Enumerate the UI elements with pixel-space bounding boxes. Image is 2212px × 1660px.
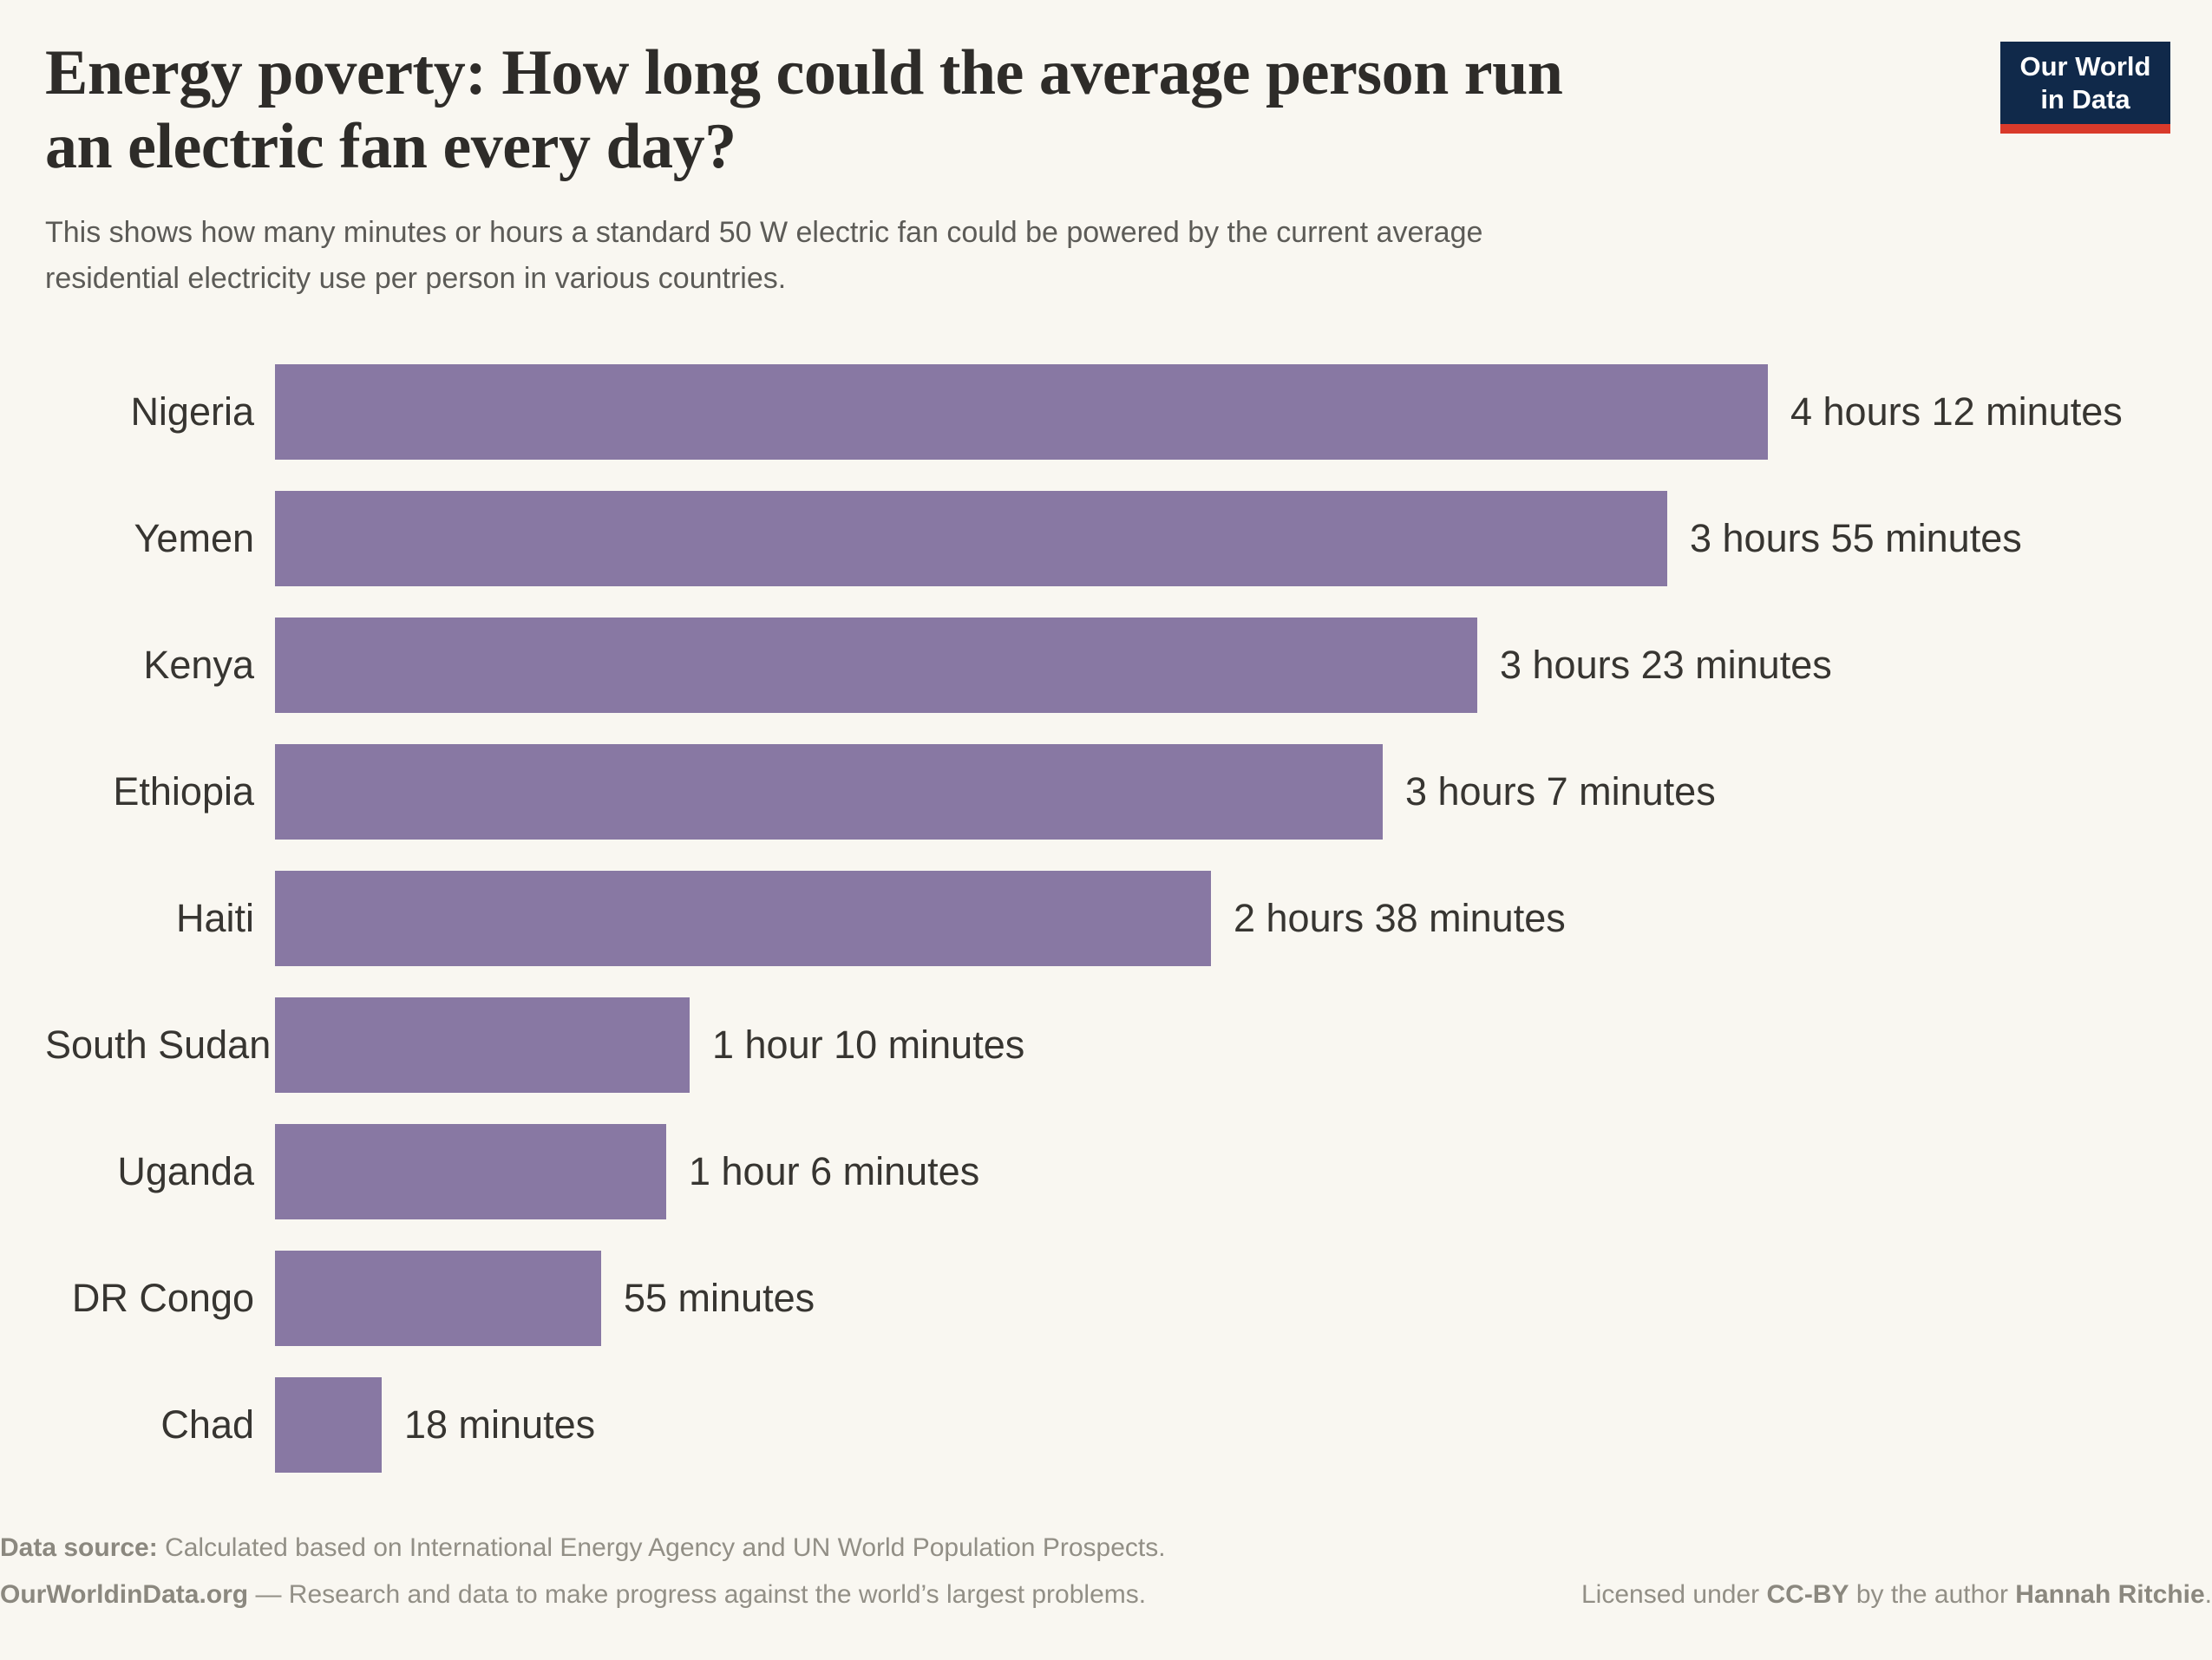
country-label: Nigeria — [130, 389, 254, 434]
footer-datasource: Data source: Calculated based on Interna… — [0, 1533, 2212, 1563]
footer-license-prefix: Licensed under — [1580, 1580, 1767, 1609]
bar — [275, 871, 1211, 966]
bar-track: 1 hour 10 minutes — [275, 997, 2177, 1093]
country-label: DR Congo — [71, 1276, 254, 1320]
owid-logo-line2: in Data — [2040, 83, 2130, 114]
bar — [275, 1124, 666, 1219]
bar — [275, 618, 1477, 713]
value-label: 3 hours 23 minutes — [1500, 643, 1832, 687]
bar-track: 55 minutes — [275, 1251, 2177, 1346]
bar-row: Yemen 3 hours 55 minutes — [45, 491, 2177, 586]
chart-subtitle-line1: This shows how many minutes or hours a s… — [45, 216, 1483, 250]
chart-header: Energy poverty: How long could the avera… — [45, 36, 2170, 302]
country-label: South Sudan — [45, 1023, 272, 1067]
bar-track: 3 hours 55 minutes — [275, 491, 2177, 586]
owid-logo-line1: Our World — [2019, 50, 2151, 82]
footer-bottom-row: OurWorldinData.org — Research and data t… — [0, 1580, 2212, 1610]
country-label: Ethiopia — [113, 769, 254, 814]
value-label: 3 hours 7 minutes — [1405, 769, 1716, 814]
country-label: Haiti — [175, 896, 254, 940]
owid-logo: Our World in Data — [2000, 42, 2170, 134]
bar-row: DR Congo 55 minutes — [45, 1251, 2177, 1346]
bar-row: Uganda 1 hour 6 minutes — [45, 1124, 2177, 1219]
chart-title-line2: an electric fan every day? — [45, 111, 736, 183]
footer-license-line: Licensed under CC-BY by the author Hanna… — [1581, 1580, 2212, 1610]
bar — [275, 364, 1768, 460]
value-label: 2 hours 38 minutes — [1234, 896, 1566, 940]
footer-license-author: Hannah Ritchie — [2015, 1580, 2205, 1609]
bar-row: Nigeria 4 hours 12 minutes — [45, 364, 2177, 460]
value-label: 55 minutes — [624, 1276, 815, 1320]
footer-license-mid: by the author — [1849, 1580, 2016, 1609]
bar-rows: Nigeria 4 hours 12 minutes Yemen 3 hours… — [45, 364, 2177, 1473]
bar — [275, 744, 1383, 840]
footer-site-tagline: — Research and data to make progress aga… — [248, 1580, 1147, 1609]
bar-track: 1 hour 6 minutes — [275, 1124, 2177, 1219]
value-label: 18 minutes — [404, 1402, 596, 1447]
country-label: Kenya — [143, 643, 254, 687]
footer-datasource-label: Data source: — [0, 1533, 158, 1562]
value-label: 3 hours 55 minutes — [1690, 516, 2022, 560]
bar — [275, 491, 1667, 586]
bar-track: 3 hours 23 minutes — [275, 618, 2177, 713]
bar-track: 18 minutes — [275, 1377, 2177, 1473]
bar-row: Haiti 2 hours 38 minutes — [45, 871, 2177, 966]
country-label: Yemen — [134, 516, 254, 560]
footer-site-line: OurWorldinData.org — Research and data t… — [0, 1580, 1146, 1610]
chart-subtitle-line2: residential electricity use per person i… — [45, 261, 787, 295]
value-label: 4 hours 12 minutes — [1790, 389, 2123, 434]
country-label: Chad — [160, 1402, 254, 1447]
country-label: Uganda — [117, 1149, 254, 1193]
footer-license-suffix: . — [2204, 1580, 2212, 1609]
footer-site-name: OurWorldinData.org — [0, 1580, 249, 1609]
bar — [275, 997, 690, 1093]
value-label: 1 hour 10 minutes — [712, 1023, 1025, 1067]
chart-title-line1: Energy poverty: How long could the avera… — [45, 37, 1563, 108]
footer-datasource-text: Calculated based on International Energy… — [157, 1533, 1166, 1562]
bar-row: South Sudan 1 hour 10 minutes — [45, 997, 2177, 1093]
bar-chart: Nigeria 4 hours 12 minutes Yemen 3 hours… — [45, 364, 2177, 1473]
bar — [275, 1377, 382, 1473]
bar-row: Ethiopia 3 hours 7 minutes — [45, 744, 2177, 840]
chart-title: Energy poverty: How long could the avera… — [45, 36, 2170, 184]
bar-track: 3 hours 7 minutes — [275, 744, 2177, 840]
bar — [275, 1251, 601, 1346]
bar-track: 4 hours 12 minutes — [275, 364, 2177, 460]
bar-track: 2 hours 38 minutes — [275, 871, 2177, 966]
bar-row: Chad 18 minutes — [45, 1377, 2177, 1473]
value-label: 1 hour 6 minutes — [689, 1149, 980, 1193]
bar-row: Kenya 3 hours 23 minutes — [45, 618, 2177, 713]
chart-subtitle: This shows how many minutes or hours a s… — [45, 210, 2170, 301]
footer-license-cc: CC-BY — [1766, 1580, 1849, 1609]
